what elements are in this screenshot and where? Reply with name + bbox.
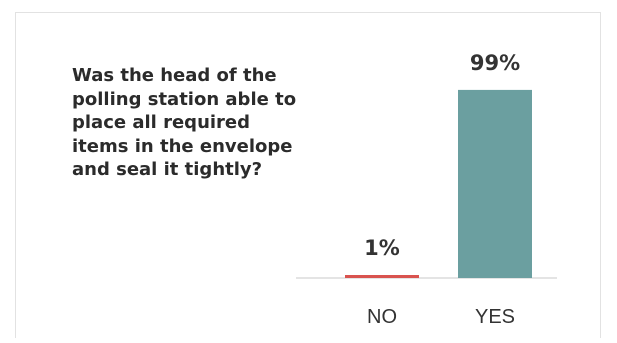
chart-frame [15,12,601,338]
category-label-no: NO [367,306,397,328]
bar-yes [458,89,532,279]
question-text: Was the head of the polling station able… [72,65,297,180]
bar-no [345,275,419,278]
value-label-yes: 99% [470,51,520,75]
value-label-no: 1% [364,236,400,260]
category-label-yes: YES [475,306,515,328]
